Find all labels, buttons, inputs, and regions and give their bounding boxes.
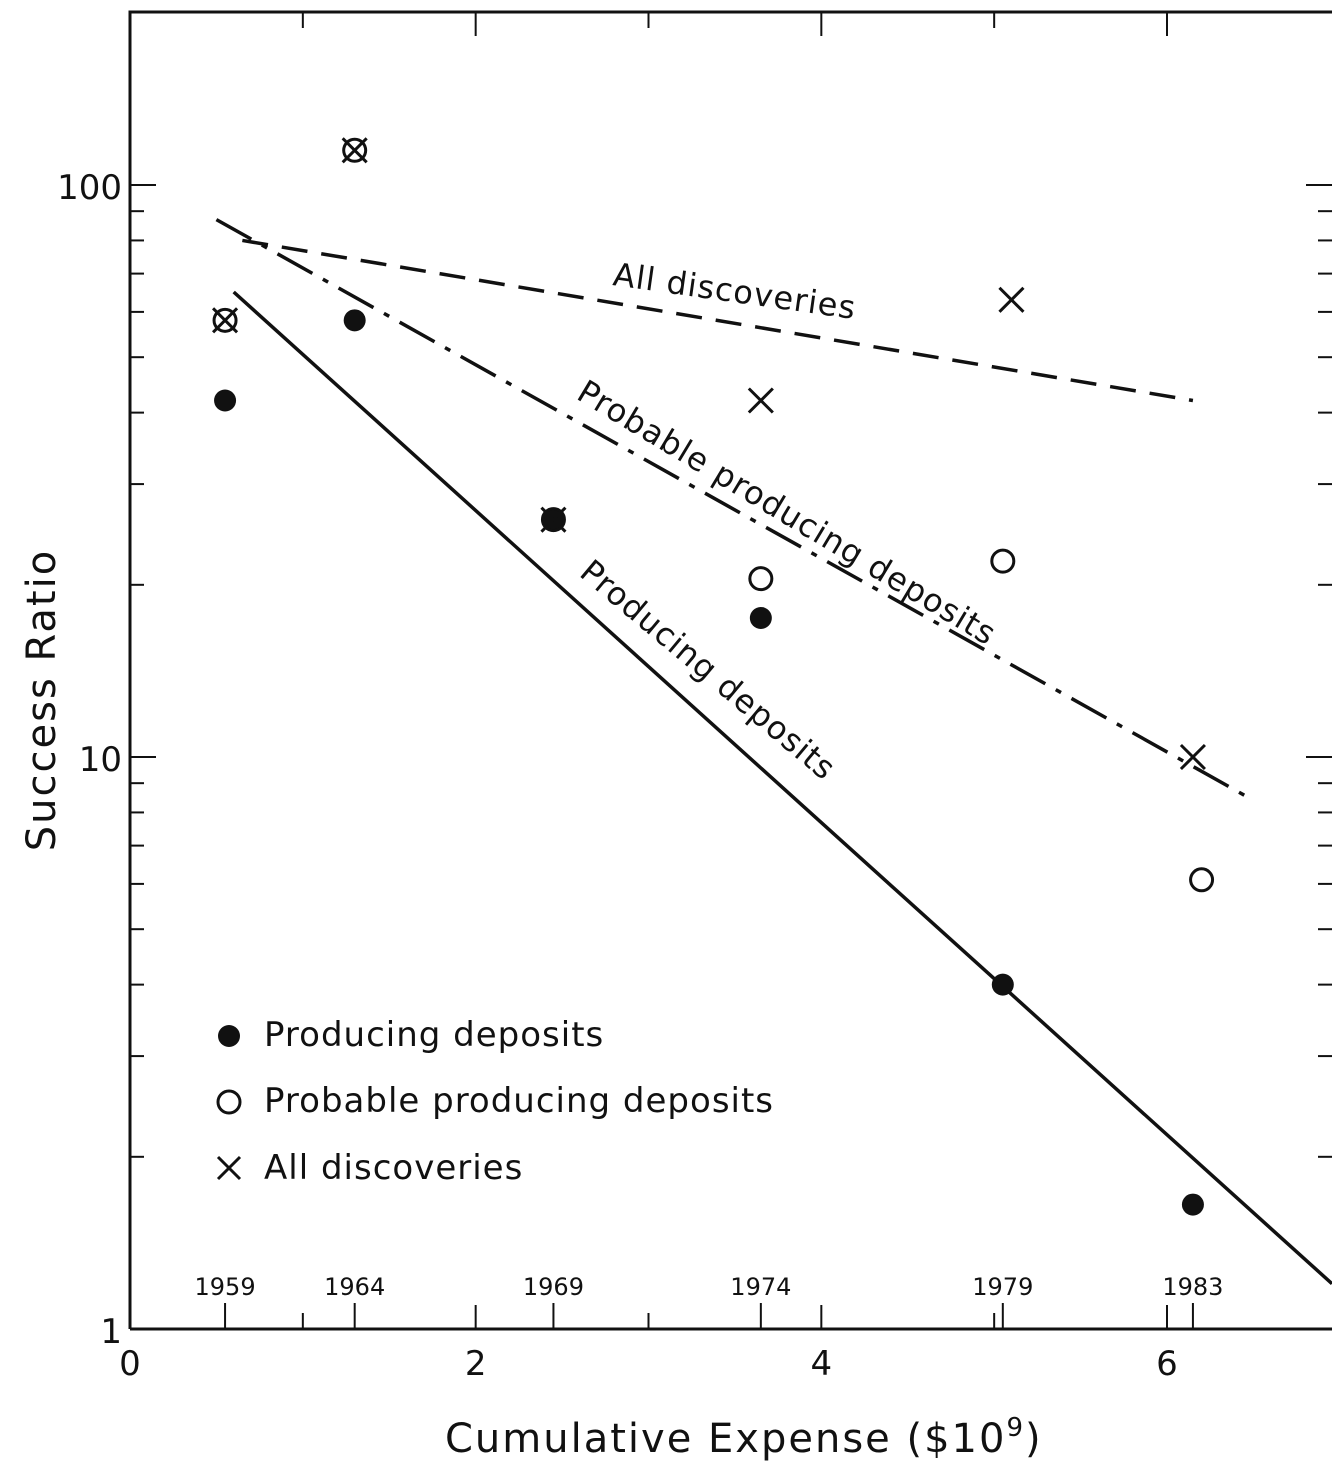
x-axis-title-main: Cumulative Expense ($10 xyxy=(445,1416,1006,1462)
x-axis-title-close: ) xyxy=(1025,1416,1043,1462)
plot-frame xyxy=(128,10,1332,1331)
fit-line-labels: All discoveries Probable producing depos… xyxy=(571,255,1003,787)
legend-label-all: All discoveries xyxy=(264,1148,523,1188)
point-producing xyxy=(991,973,1014,996)
x-tick-label: 0 xyxy=(119,1344,141,1384)
year-markers: 1959 1964 1969 1974 1979 1983 xyxy=(195,1273,1223,1329)
axis-titles: Cumulative Expense ($109) Success Ratio xyxy=(19,549,1043,1462)
fit-line-solid xyxy=(232,290,1332,1286)
x-tick-label: 6 xyxy=(1156,1344,1178,1384)
axis-ticks: 0 2 4 6 1 10 100 xyxy=(57,12,1332,1384)
y-tick-label: 1 xyxy=(100,1312,122,1352)
point-probable xyxy=(1189,867,1215,893)
data-points xyxy=(211,137,1215,1216)
point-all-discoveries xyxy=(211,307,239,334)
y-tick-label: 100 xyxy=(57,168,122,208)
point-all-discoveries xyxy=(998,286,1025,313)
legend-label-probable: Probable producing deposits xyxy=(264,1081,774,1121)
x-tick-label: 4 xyxy=(811,1344,833,1384)
line-label-producing: Producing deposits xyxy=(573,552,844,788)
point-all-discoveries xyxy=(747,387,774,414)
legend-marker-all xyxy=(216,1155,242,1181)
x-axis-title: Cumulative Expense ($109) xyxy=(445,1413,1043,1462)
point-producing xyxy=(749,606,772,629)
point-probable xyxy=(212,307,238,333)
legend: Producing deposits Probable producing de… xyxy=(216,1015,774,1188)
year-label: 1983 xyxy=(1162,1273,1223,1301)
point-all-discoveries xyxy=(540,506,567,533)
legend-marker-producing xyxy=(218,1025,240,1047)
line-label-all-discoveries: All discoveries xyxy=(611,255,859,327)
legend-marker-probable xyxy=(216,1089,242,1115)
point-probable xyxy=(748,566,774,592)
year-label: 1979 xyxy=(972,1273,1033,1301)
y-tick-label: 10 xyxy=(79,740,122,780)
year-label: 1969 xyxy=(523,1273,584,1301)
legend-label-producing: Producing deposits xyxy=(264,1015,604,1055)
fit-line-dash-dot xyxy=(215,218,1255,802)
y-axis-title: Success Ratio xyxy=(19,549,65,851)
year-label: 1964 xyxy=(324,1273,385,1301)
point-probable xyxy=(990,548,1016,574)
fit-lines xyxy=(215,218,1332,1286)
year-label: 1974 xyxy=(730,1273,791,1301)
point-producing xyxy=(1181,1193,1204,1216)
point-all-discoveries xyxy=(1179,743,1206,771)
point-probable xyxy=(342,137,368,163)
x-axis-title-superscript: 9 xyxy=(1006,1413,1025,1443)
point-producing xyxy=(343,309,366,332)
year-label: 1959 xyxy=(195,1273,256,1301)
point-all-discoveries xyxy=(341,137,368,164)
x-tick-label: 2 xyxy=(465,1344,487,1384)
point-producing xyxy=(214,389,237,412)
plot-frame-left-top xyxy=(128,10,1332,1329)
point-probable xyxy=(540,507,566,533)
fit-line-dashed xyxy=(242,238,1194,403)
